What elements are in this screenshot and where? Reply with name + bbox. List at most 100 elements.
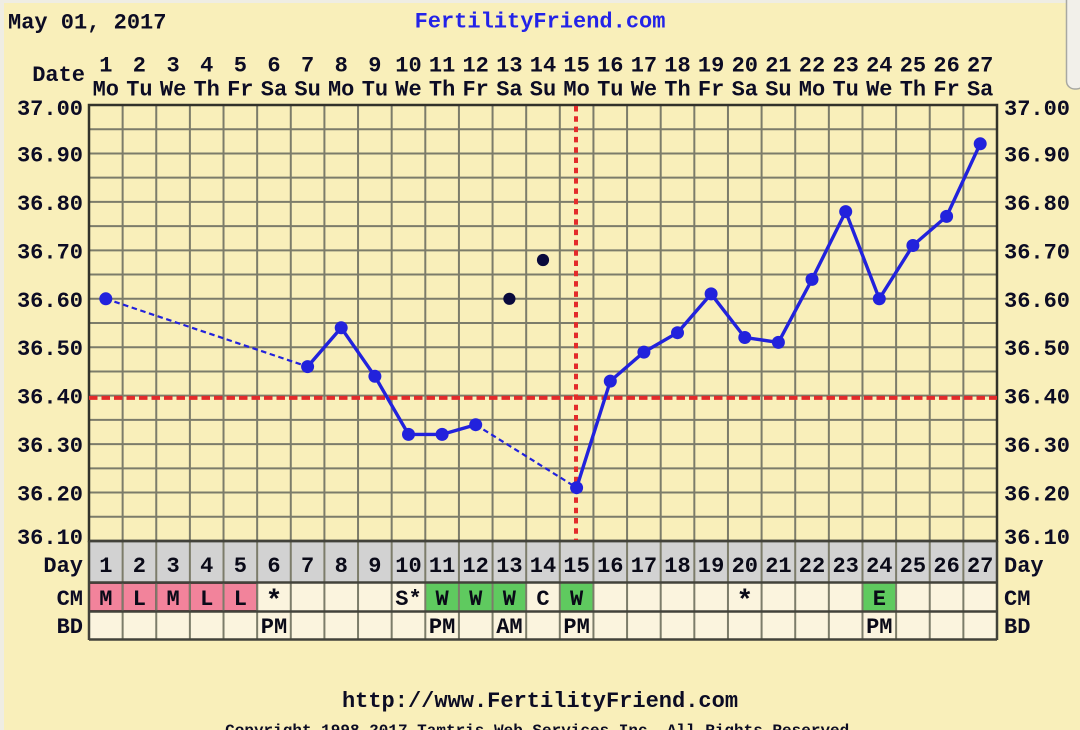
svg-text:6: 6 [267, 554, 280, 579]
svg-text:23: 23 [832, 554, 858, 579]
svg-text:10: 10 [395, 554, 421, 579]
svg-text:Su: Su [765, 78, 791, 103]
svg-text:Su: Su [294, 78, 320, 103]
svg-text:1: 1 [99, 554, 112, 579]
svg-text:Th: Th [429, 78, 455, 103]
svg-text:24: 24 [866, 554, 892, 579]
svg-text:18: 18 [664, 54, 690, 79]
svg-text:36.10: 36.10 [1004, 526, 1070, 551]
svg-text:Tu: Tu [832, 78, 858, 103]
svg-text:20: 20 [732, 554, 758, 579]
svg-text:S*: S* [395, 587, 421, 612]
svg-text:We: We [160, 78, 186, 103]
svg-text:7: 7 [301, 554, 314, 579]
svg-text:5: 5 [234, 554, 247, 579]
svg-text:36.90: 36.90 [1004, 143, 1070, 168]
svg-text:FertilityFriend.com: FertilityFriend.com [415, 10, 666, 35]
svg-text:27: 27 [967, 54, 993, 79]
svg-text:8: 8 [335, 54, 348, 79]
svg-text:36.30: 36.30 [17, 434, 83, 459]
svg-text:Sa: Sa [967, 78, 993, 103]
svg-text:8: 8 [335, 554, 348, 579]
svg-text:36.50: 36.50 [17, 337, 83, 362]
svg-text:12: 12 [462, 54, 488, 79]
svg-text:We: We [395, 78, 421, 103]
svg-text:26: 26 [933, 54, 959, 79]
svg-text:http://www.FertilityFriend.com: http://www.FertilityFriend.com [342, 689, 738, 714]
svg-text:3: 3 [166, 54, 179, 79]
svg-text:Fr: Fr [933, 78, 959, 103]
svg-text:22: 22 [799, 54, 825, 79]
svg-text:Day: Day [1004, 554, 1044, 579]
svg-text:W: W [503, 587, 517, 612]
svg-text:36.20: 36.20 [1004, 483, 1070, 508]
svg-text:16: 16 [597, 54, 623, 79]
svg-text:W: W [469, 587, 483, 612]
svg-text:36.20: 36.20 [17, 483, 83, 508]
svg-text:36.70: 36.70 [17, 240, 83, 265]
svg-text:13: 13 [496, 554, 522, 579]
svg-text:Fr: Fr [462, 78, 488, 103]
svg-text:5: 5 [234, 54, 247, 79]
svg-text:CM: CM [1004, 587, 1030, 612]
svg-text:36.70: 36.70 [1004, 240, 1070, 265]
svg-text:19: 19 [698, 54, 724, 79]
svg-text:Th: Th [193, 78, 219, 103]
svg-text:25: 25 [900, 54, 926, 79]
svg-text:Mo: Mo [328, 78, 354, 103]
svg-text:36.40: 36.40 [17, 386, 83, 411]
svg-text:Copyright 1998-2017 Tamtris We: Copyright 1998-2017 Tamtris Web Services… [225, 722, 859, 730]
svg-text:Sa: Sa [261, 78, 287, 103]
svg-text:23: 23 [832, 54, 858, 79]
svg-text:36.10: 36.10 [17, 526, 83, 551]
svg-text:7: 7 [301, 54, 314, 79]
svg-text:1: 1 [99, 54, 112, 79]
svg-text:36.80: 36.80 [17, 192, 83, 217]
svg-text:11: 11 [429, 54, 455, 79]
svg-text:We: We [631, 78, 657, 103]
svg-text:L: L [133, 587, 146, 612]
svg-text:10: 10 [395, 54, 421, 79]
svg-text:BD: BD [57, 615, 83, 640]
svg-text:M: M [99, 587, 112, 612]
svg-text:PM: PM [429, 615, 455, 640]
svg-text:6: 6 [267, 54, 280, 79]
svg-text:21: 21 [765, 54, 791, 79]
svg-text:CM: CM [57, 587, 83, 612]
svg-text:*: * [266, 587, 283, 618]
svg-text:Mo: Mo [93, 78, 119, 103]
svg-text:26: 26 [933, 554, 959, 579]
svg-text:25: 25 [900, 554, 926, 579]
svg-text:*: * [736, 587, 753, 618]
svg-text:9: 9 [368, 54, 381, 79]
svg-text:L: L [200, 587, 213, 612]
svg-text:We: We [866, 78, 892, 103]
svg-text:14: 14 [530, 54, 556, 79]
svg-text:W: W [435, 587, 449, 612]
svg-text:36.90: 36.90 [17, 143, 83, 168]
svg-text:21: 21 [765, 554, 791, 579]
svg-text:Su: Su [530, 78, 556, 103]
svg-text:Mo: Mo [799, 78, 825, 103]
svg-text:12: 12 [462, 554, 488, 579]
svg-text:Day: Day [43, 554, 83, 579]
svg-text:May 01, 2017: May 01, 2017 [8, 11, 166, 36]
svg-text:PM: PM [563, 615, 589, 640]
svg-text:13: 13 [496, 54, 522, 79]
svg-text:27: 27 [967, 554, 993, 579]
svg-text:2: 2 [133, 554, 146, 579]
svg-text:W: W [570, 587, 584, 612]
svg-text:Sa: Sa [496, 78, 522, 103]
svg-text:Th: Th [664, 78, 690, 103]
svg-text:17: 17 [631, 54, 657, 79]
svg-text:Mo: Mo [563, 78, 589, 103]
svg-text:Fr: Fr [698, 78, 724, 103]
svg-text:AM: AM [496, 615, 522, 640]
svg-text:18: 18 [664, 554, 690, 579]
svg-text:14: 14 [530, 554, 556, 579]
svg-text:M: M [166, 587, 179, 612]
svg-text:36.60: 36.60 [1004, 289, 1070, 314]
svg-text:4: 4 [200, 554, 213, 579]
svg-text:PM: PM [261, 615, 287, 640]
svg-text:15: 15 [563, 554, 589, 579]
